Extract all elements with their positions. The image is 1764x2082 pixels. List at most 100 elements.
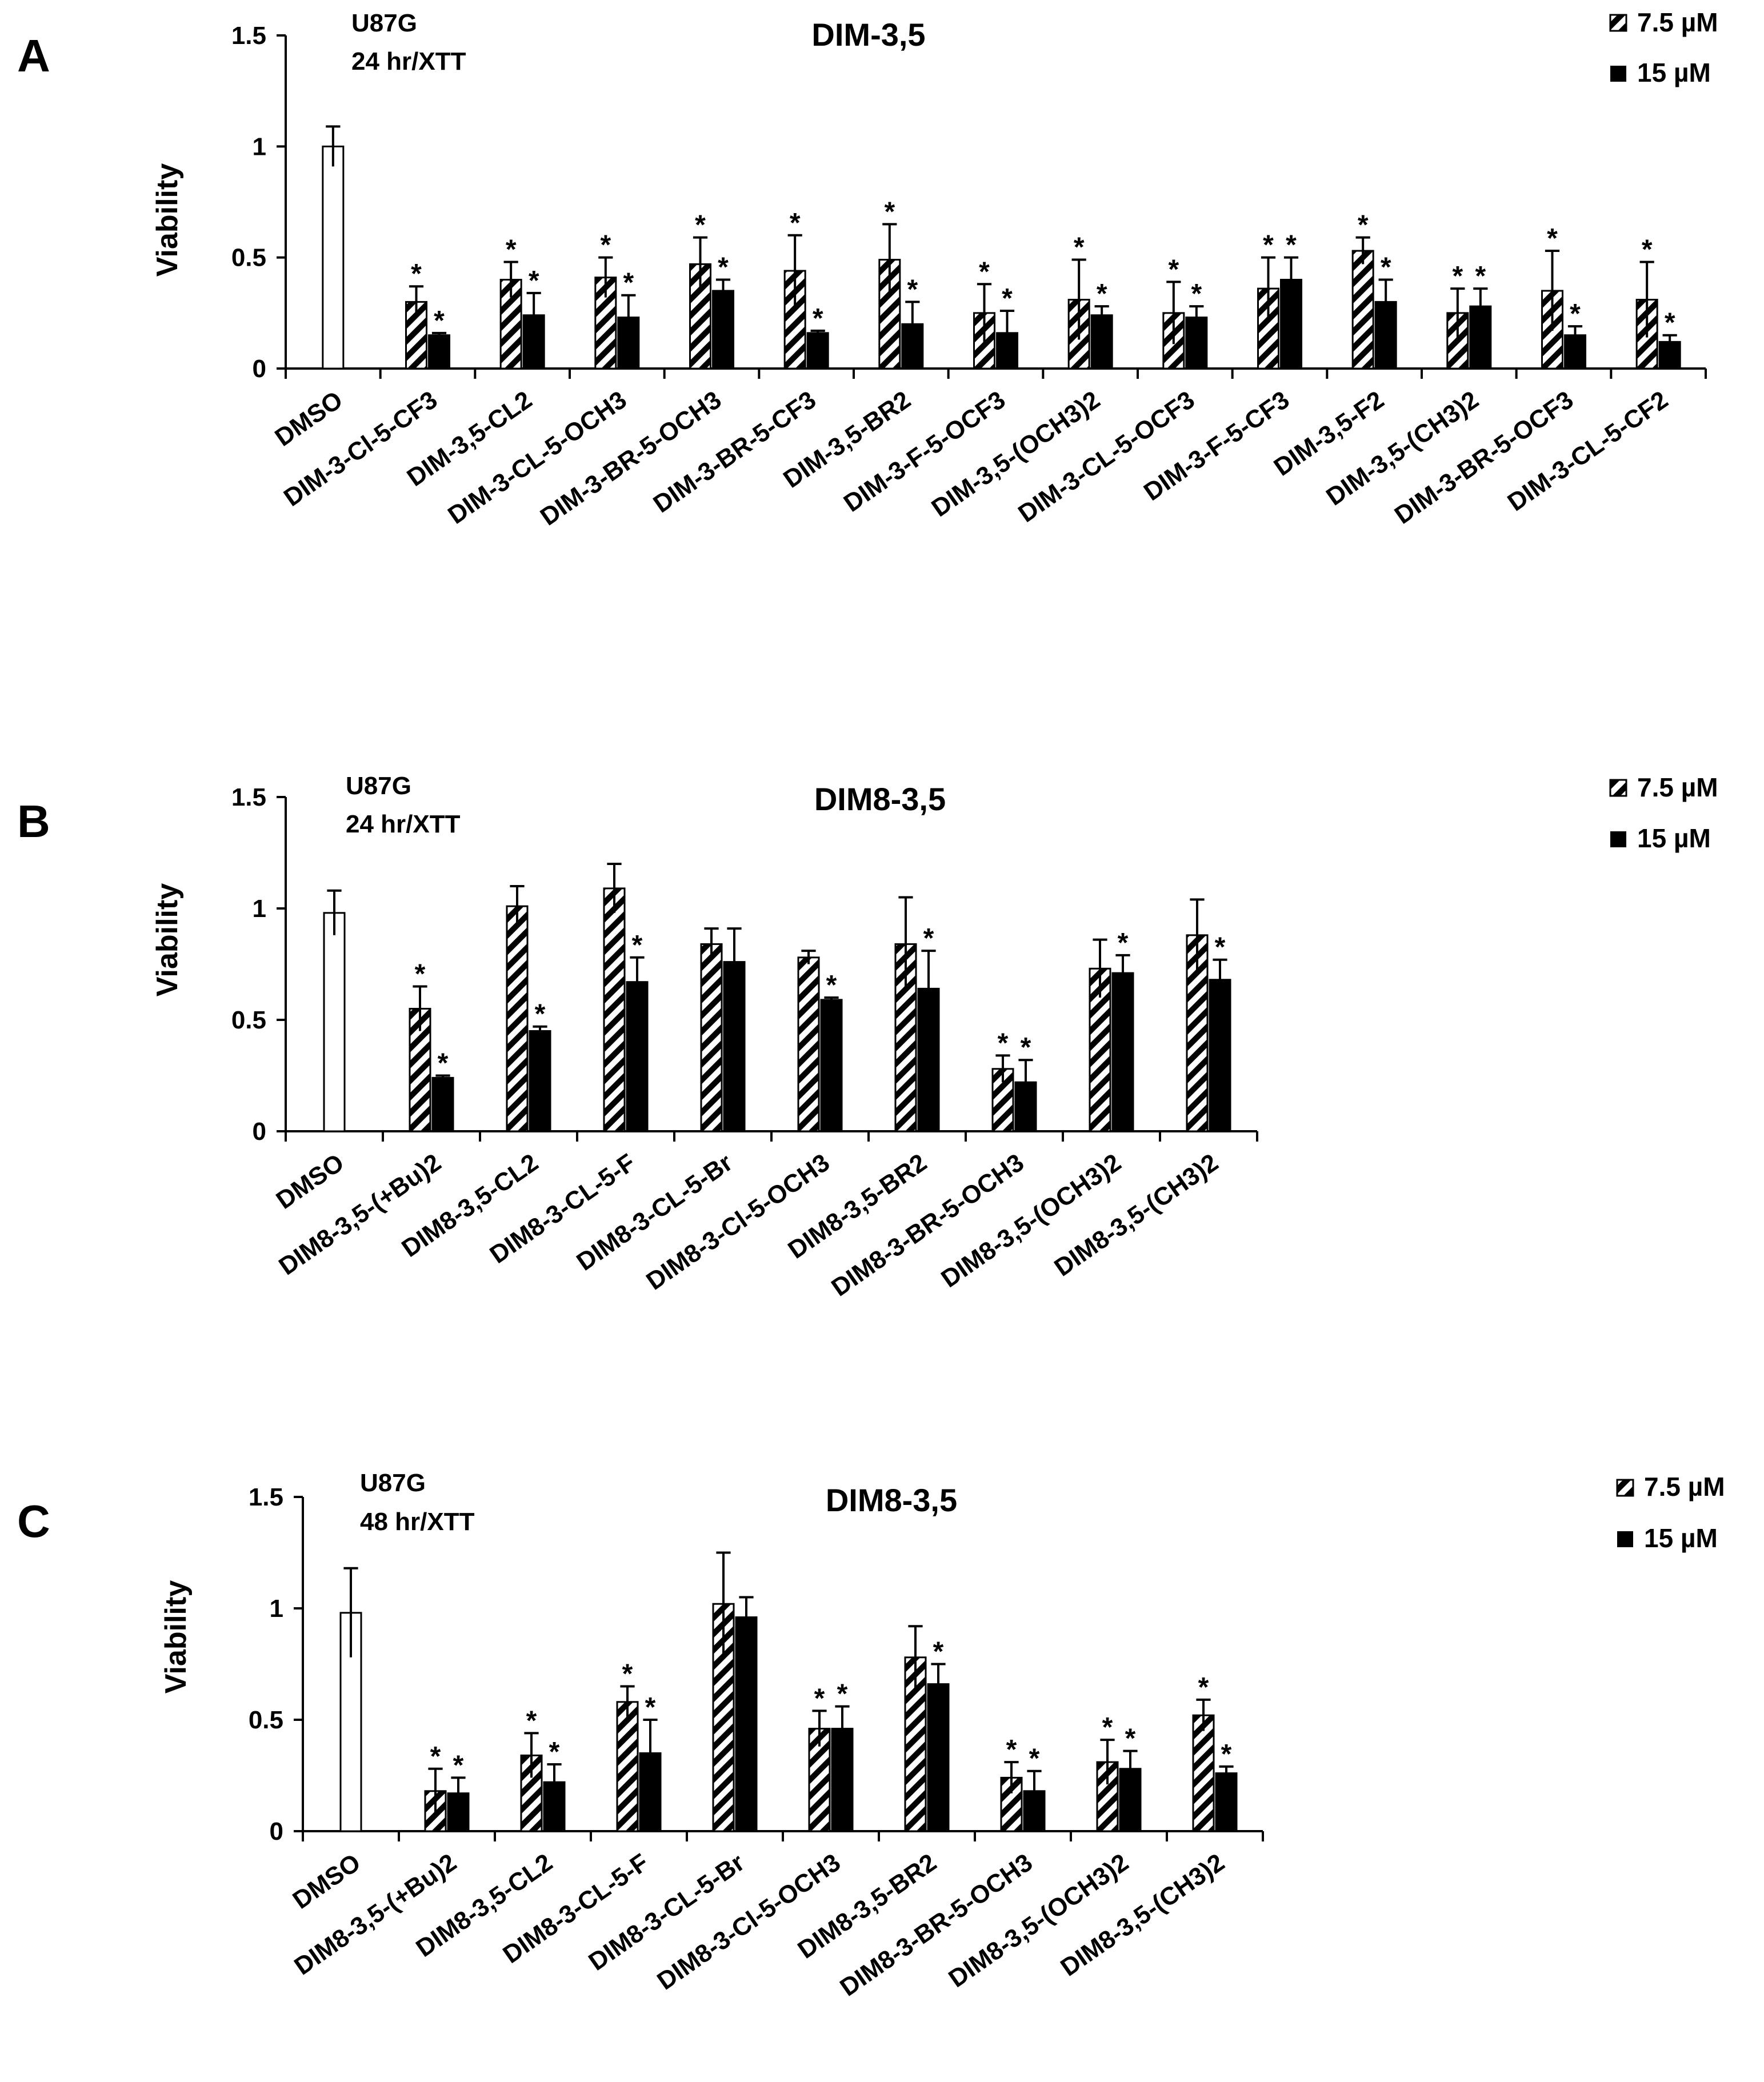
- bar-15um: [712, 290, 734, 370]
- legend: 7.5 µM 15 µM: [1609, 7, 1718, 87]
- bar-15um: [735, 1616, 758, 1832]
- x-tick-label: DIM-3,5-(OCH3)2: [926, 386, 1105, 522]
- legend-swatch-hatched: [1609, 14, 1627, 32]
- bar-15um: [927, 1683, 950, 1832]
- cell-line-label: U87G: [351, 9, 417, 37]
- bar-7-5um: [1192, 1714, 1215, 1832]
- significance-marker: *: [695, 210, 706, 241]
- x-tick-label: DIM-3-CL-5-OCF3: [1013, 386, 1199, 528]
- y-axis-label: Viability: [159, 1580, 193, 1694]
- significance-marker: *: [813, 303, 823, 334]
- significance-marker: *: [1002, 283, 1013, 314]
- legend-swatch-solid: [1610, 66, 1626, 82]
- bar-15um: [1111, 972, 1134, 1132]
- significance-marker: *: [979, 257, 990, 287]
- significance-marker: *: [1642, 234, 1653, 265]
- x-tick-label: DIM8-3,5-(+Bu)2: [289, 1848, 461, 1981]
- panel-label-c: C: [17, 1496, 50, 1547]
- significance-marker: *: [790, 208, 801, 238]
- y-tick-label: 0: [253, 1118, 266, 1146]
- y-tick-label: 0: [253, 355, 266, 383]
- significance-marker: *: [1198, 1672, 1209, 1703]
- legend-swatch-solid: [1610, 831, 1626, 847]
- bar-15um: [1209, 979, 1231, 1132]
- significance-marker: *: [814, 1683, 825, 1713]
- chart-title: DIM-3,5: [811, 17, 925, 53]
- significance-marker: *: [438, 1048, 449, 1079]
- bar-7-5um: [603, 887, 626, 1132]
- panel-label-a: A: [17, 30, 50, 81]
- significance-marker: *: [526, 1705, 537, 1736]
- y-tick-label: 0: [270, 1817, 283, 1845]
- significance-marker: *: [623, 268, 634, 298]
- bar-7-5um: [506, 905, 529, 1132]
- cell-line-label: U87G: [360, 1469, 426, 1497]
- significance-marker: *: [826, 970, 837, 1000]
- significance-marker: *: [529, 266, 539, 296]
- significance-marker: *: [1381, 253, 1391, 283]
- legend-label-7-5: 7.5 µM: [1637, 7, 1718, 37]
- significance-marker: *: [1191, 279, 1202, 309]
- significance-marker: *: [622, 1659, 633, 1689]
- significance-marker: *: [1021, 1032, 1031, 1063]
- significance-marker: *: [1029, 1744, 1040, 1774]
- bar-15um: [626, 981, 649, 1132]
- significance-marker: *: [1452, 261, 1463, 291]
- x-tick-label: DIM8-3,5-(CH3)2: [1055, 1848, 1229, 1982]
- significance-marker: *: [923, 923, 934, 954]
- bar-15um: [806, 332, 829, 370]
- legend-label-15: 15 µM: [1637, 823, 1711, 853]
- significance-marker: *: [1168, 254, 1179, 285]
- significance-marker: *: [549, 1737, 560, 1767]
- significance-marker: *: [1570, 299, 1581, 329]
- significance-marker: *: [645, 1692, 656, 1723]
- significance-marker: *: [1118, 928, 1129, 958]
- x-tick-label: DIM8-3,5-(+Bu)2: [274, 1148, 446, 1281]
- significance-marker: *: [837, 1679, 848, 1709]
- significance-marker: *: [998, 1028, 1009, 1058]
- legend-label-15: 15 µM: [1637, 58, 1711, 87]
- x-tick-label: DMSO: [271, 1148, 349, 1215]
- significance-marker: *: [1263, 230, 1274, 261]
- bar-15um: [529, 1030, 551, 1132]
- y-axis-label: Viability: [151, 883, 184, 997]
- panel-c: C U87G 48 hr/XTT DIM8-3,5 7.5 µM 15 µM V…: [17, 1469, 1725, 2002]
- significance-marker: *: [1006, 1735, 1017, 1765]
- significance-marker: *: [1665, 308, 1675, 338]
- y-tick-label: 1.5: [231, 783, 266, 811]
- significance-marker: *: [430, 1741, 441, 1772]
- significance-marker: *: [907, 274, 918, 305]
- legend-swatch-hatched: [1616, 1479, 1634, 1497]
- significance-marker: *: [718, 253, 729, 283]
- x-tick-label: DIM-3-BR-5-OCF3: [1390, 386, 1578, 530]
- timepoint-label: 24 hr/XTT: [351, 47, 466, 75]
- significance-marker: *: [1358, 210, 1369, 241]
- significance-marker: *: [1286, 230, 1297, 261]
- plot-area: 00.511.5DMSO**DIM-3-Cl-5-CF3**DIM-3,5-CL…: [231, 22, 1707, 531]
- x-tick-label: DIM8-3,5-(OCH3)2: [943, 1848, 1134, 1993]
- plot-area: 00.511.5DMSO**DIM8-3,5-(+Bu)2*DIM8-3,5-C…: [231, 783, 1258, 1302]
- bar-7-5um: [1351, 250, 1374, 370]
- x-tick-label: DIM-3-F-5-OCF3: [839, 386, 1010, 518]
- chart-title: DIM8-3,5: [814, 781, 946, 817]
- legend-swatch-hatched: [1609, 779, 1627, 797]
- chart-title: DIM8-3,5: [826, 1482, 957, 1518]
- significance-marker: *: [1475, 261, 1486, 291]
- significance-marker: *: [506, 234, 517, 265]
- significance-marker: *: [1097, 279, 1107, 309]
- significance-marker: *: [600, 230, 611, 261]
- x-tick-label: DIM8-3,5-(OCH3)2: [936, 1148, 1126, 1293]
- x-tick-label: DIM-3-Cl-5-CF3: [279, 386, 442, 512]
- x-tick-label: DMSO: [270, 386, 347, 452]
- legend-label-7-5: 7.5 µM: [1644, 1472, 1725, 1502]
- y-tick-label: 1.5: [249, 1483, 283, 1511]
- significance-marker: *: [453, 1750, 464, 1780]
- panel-b: B U87G 24 hr/XTT DIM8-3,5 7.5 µM 15 µM V…: [17, 772, 1718, 1302]
- legend-swatch-solid: [1617, 1531, 1633, 1547]
- x-tick-label: DIM-3-CL-5-CF2: [1502, 386, 1673, 517]
- x-tick-label: DIM8-3-Cl-5-OCH3: [641, 1148, 834, 1295]
- x-tick-label: DIM8-3,5-(CH3)2: [1049, 1148, 1223, 1282]
- timepoint-label: 48 hr/XTT: [360, 1508, 475, 1536]
- y-tick-label: 1: [270, 1595, 283, 1623]
